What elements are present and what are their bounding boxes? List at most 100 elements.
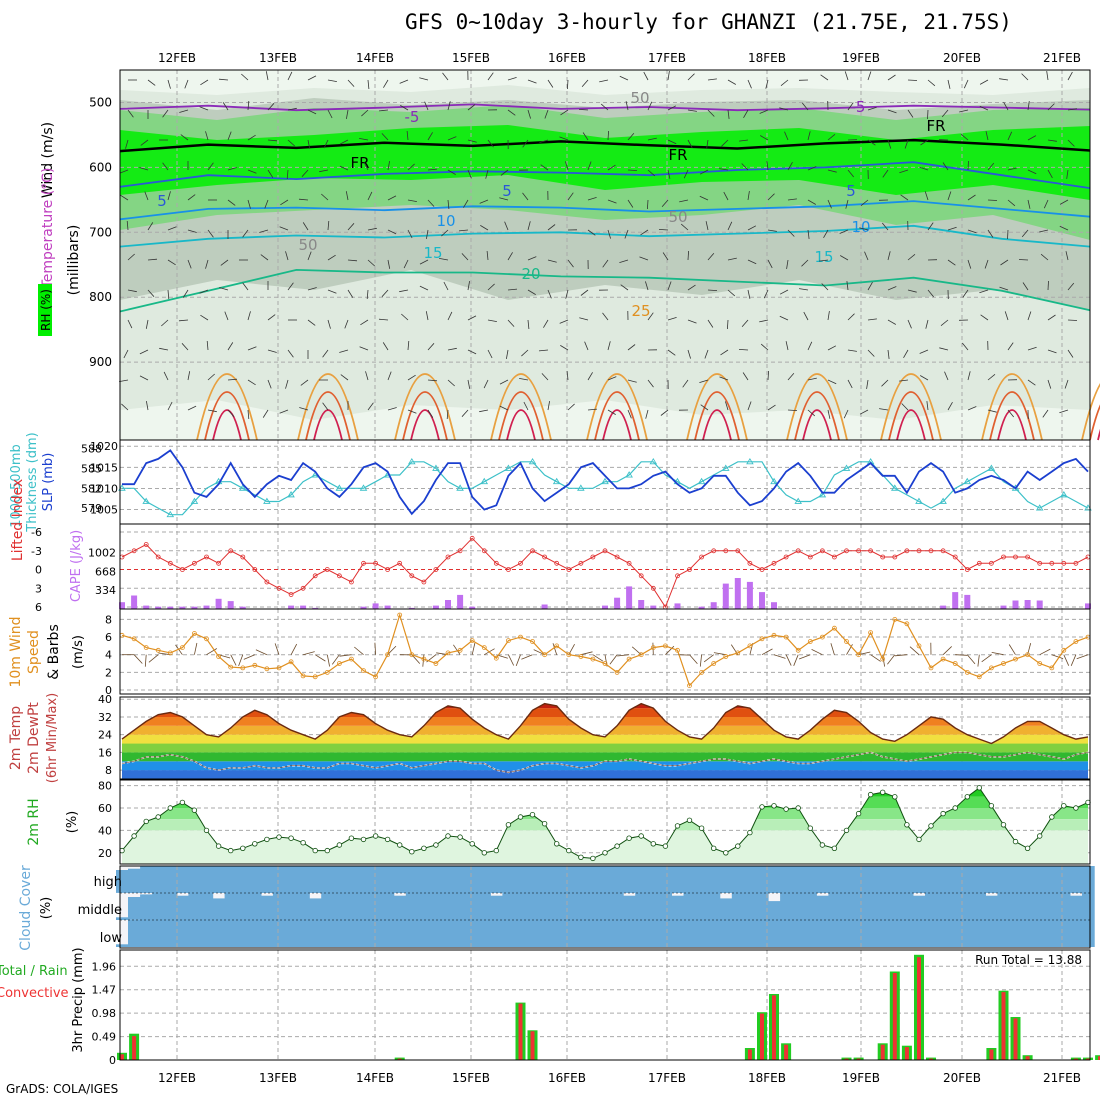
wind-barb <box>887 251 891 261</box>
wind-barb <box>401 313 409 321</box>
cape-bar <box>360 606 367 609</box>
cloud-cell <box>393 920 407 947</box>
wind-barb-10m <box>1076 654 1089 660</box>
cloud-cell <box>961 893 974 920</box>
wind-barb <box>924 191 929 201</box>
lifted-marker <box>191 560 197 566</box>
wind-barb <box>427 409 434 418</box>
wind-barb <box>779 289 789 295</box>
cloud-cell <box>526 893 540 920</box>
wind-barb <box>1047 169 1053 179</box>
warm-cell-contour <box>896 409 926 441</box>
rh-marker <box>711 845 717 851</box>
thickness-marker <box>939 497 947 504</box>
warm-cell-contour <box>981 373 1043 441</box>
cape-bar <box>432 605 439 609</box>
wind-barb <box>267 349 277 353</box>
wind-barb <box>967 371 971 381</box>
wind-speed-marker <box>554 643 560 649</box>
cloud-cell <box>1033 866 1047 893</box>
wind-barb-10m <box>830 643 835 655</box>
wind-barb <box>227 199 236 206</box>
wind-speed-marker <box>505 638 511 643</box>
wind-barb <box>543 319 549 328</box>
wind-barb <box>607 130 609 141</box>
wind-barb <box>647 199 649 210</box>
precip-conv-bar <box>760 1013 764 1060</box>
wind-barb <box>887 319 896 325</box>
cloud-cell <box>816 866 829 893</box>
wind-barb <box>799 288 809 291</box>
wind-barb <box>647 137 657 141</box>
warm-cell-contour <box>888 391 934 441</box>
cape-bar <box>626 586 633 609</box>
contour-label: 15 <box>423 244 442 262</box>
lifted-marker <box>578 560 584 566</box>
wind-speed-marker <box>650 645 656 650</box>
cloud-cell <box>635 866 648 893</box>
wind-barb <box>787 162 793 171</box>
cloud-cell <box>224 866 238 893</box>
wind-barb <box>298 198 309 201</box>
cloud-cell <box>949 920 962 947</box>
wind-barb <box>1047 139 1057 142</box>
cloud-cell <box>743 866 757 893</box>
wind-barb-10m <box>255 649 268 656</box>
precip-conv-bar <box>917 957 921 1060</box>
cloud-cell <box>804 866 817 893</box>
wind-barb <box>787 198 797 201</box>
wind-barb <box>224 311 229 321</box>
wind-barb <box>443 281 449 291</box>
wind-barb <box>640 229 649 236</box>
wind-barb-10m <box>942 646 952 655</box>
cloud-cell <box>140 866 153 893</box>
slp-line <box>122 449 1089 516</box>
wind-barb-10m <box>471 642 476 655</box>
wind-barb <box>487 139 494 148</box>
lifted-marker <box>566 567 572 572</box>
date-label-bottom: 16FEB <box>548 1071 586 1085</box>
wind-barb <box>963 79 969 89</box>
wind-barb <box>867 318 877 321</box>
wind-barb <box>1066 169 1069 179</box>
precip-conv-bar <box>1013 1018 1018 1060</box>
warm-cell-contour <box>1081 383 1100 441</box>
warm-cell-contour <box>586 373 648 441</box>
cloud-cell <box>973 920 986 947</box>
right-tick-label: 1010 <box>90 482 118 495</box>
cloud-cell <box>780 920 793 947</box>
wind-barb <box>578 109 589 111</box>
warm-cell-contour <box>694 391 740 441</box>
rh-marker <box>179 799 186 806</box>
precip-conv-bar <box>1086 1058 1090 1060</box>
lifted-marker <box>892 554 898 560</box>
cloud-cell <box>925 920 938 947</box>
cloud-cell <box>417 920 431 947</box>
precip-conv-bar <box>397 1058 402 1060</box>
y-tick-label: 0 <box>109 1054 116 1067</box>
wind-barb <box>927 222 934 231</box>
precip-conv-bar <box>856 1058 861 1060</box>
warm-cell-contour <box>989 391 1035 441</box>
wind-speed-marker <box>433 661 439 666</box>
rh-marker <box>904 822 910 828</box>
lifted-marker <box>530 548 535 554</box>
wind-barb <box>827 345 837 351</box>
rh-marker <box>892 794 898 800</box>
y-tick-label: 0.98 <box>92 1007 117 1020</box>
wind-barb-10m <box>339 654 352 657</box>
warm-cell-contour <box>305 391 351 441</box>
wind-barb <box>247 134 256 141</box>
cloud-cell <box>188 920 202 947</box>
wind-barb <box>167 259 176 266</box>
wind-barb <box>1067 319 1078 321</box>
cloud-cell <box>466 893 479 920</box>
cloud-cell <box>164 866 177 893</box>
wind-barb-10m <box>713 652 726 656</box>
cape-bar <box>541 604 548 609</box>
wind-barb <box>942 162 949 171</box>
contour-label: 5 <box>846 182 856 200</box>
warm-cell-contour <box>490 373 552 441</box>
lifted-marker <box>288 592 294 597</box>
wind-barb <box>881 379 889 387</box>
